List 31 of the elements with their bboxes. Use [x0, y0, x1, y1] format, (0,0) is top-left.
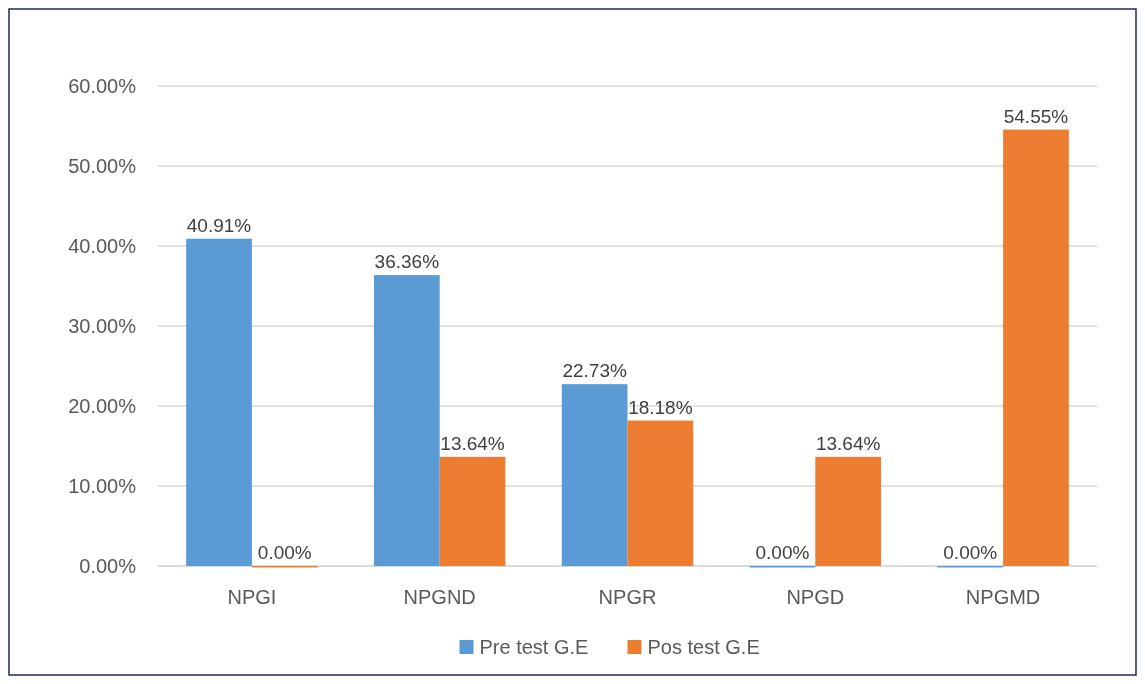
- y-tick-label: 60.00%: [68, 75, 137, 97]
- legend-label: Pre test G.E: [479, 636, 589, 658]
- x-tick-label: NPGMD: [965, 586, 1041, 608]
- x-tick-label: NPGR: [598, 586, 657, 608]
- data-label: 13.64%: [440, 432, 505, 454]
- data-label: 0.00%: [755, 542, 810, 563]
- data-label: 22.73%: [562, 360, 627, 382]
- data-label: 13.64%: [815, 432, 881, 454]
- data-label: 18.18%: [628, 396, 693, 418]
- legend-label: Pos test G.E: [647, 636, 760, 658]
- bar: [1003, 129, 1069, 566]
- data-label: 54.55%: [1003, 105, 1069, 127]
- x-tick-label: NPGD: [786, 586, 845, 608]
- bar: [439, 456, 506, 566]
- y-tick-label: 10.00%: [68, 475, 137, 497]
- bar: [373, 275, 440, 566]
- bar: [815, 456, 882, 566]
- y-tick-label: 30.00%: [68, 315, 137, 337]
- data-label: 40.91%: [186, 214, 252, 236]
- bar: [561, 384, 628, 566]
- y-tick-label: 0.00%: [79, 555, 137, 577]
- bar: [186, 238, 252, 566]
- y-tick-label: 20.00%: [68, 395, 137, 417]
- y-tick-label: 40.00%: [68, 235, 137, 257]
- x-tick-label: NPGI: [227, 586, 277, 608]
- bar: [627, 420, 694, 566]
- data-label: 0.00%: [257, 542, 312, 563]
- y-tick-label: 50.00%: [68, 155, 137, 177]
- x-tick-label: NPGND: [403, 586, 476, 608]
- data-label: 36.36%: [374, 251, 440, 273]
- data-label: 0.00%: [943, 542, 998, 563]
